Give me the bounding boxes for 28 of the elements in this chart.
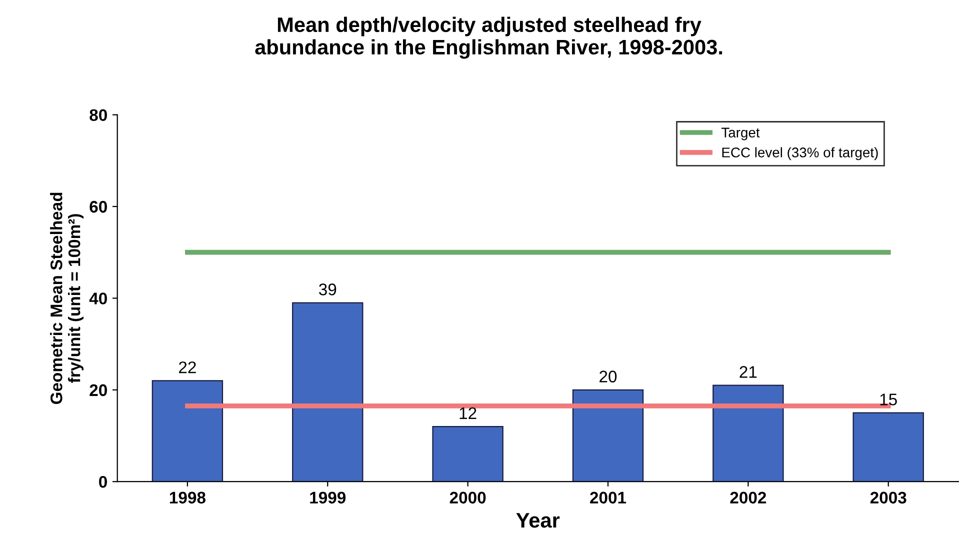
bar — [432, 426, 504, 482]
y-tick-label: 60 — [90, 200, 107, 213]
data-label: 22 — [179, 361, 196, 374]
y-tick-label: 40 — [89, 292, 107, 304]
x-tick-label: 1999 — [310, 492, 346, 504]
x-tick-label: 2002 — [730, 492, 766, 504]
legend-label: ECC level (33% of target) — [722, 147, 878, 160]
bar — [852, 412, 924, 482]
data-label: 39 — [318, 284, 336, 296]
y-tick-label: 0 — [99, 476, 107, 488]
bar — [712, 384, 784, 482]
x-tick-label: 2000 — [450, 492, 486, 504]
data-label: 15 — [880, 394, 897, 406]
x-tick-label: 2001 — [590, 492, 626, 504]
y-axis-title: Geometric Mean Steelhead fry/unit (unit = 100m²) — [50, 192, 84, 404]
x-tick-label: 1998 — [170, 492, 206, 504]
data-label: 20 — [600, 370, 617, 382]
x-tick-label: 2003 — [870, 492, 906, 504]
bar — [152, 380, 224, 482]
data-label: 12 — [460, 407, 476, 419]
y-tick-label: 80 — [90, 109, 107, 122]
chart-title: Mean depth/velocity adjusted steelhead fry abundance in the Englishman River, 1998-2003. — [255, 16, 722, 59]
x-axis-title: Year — [516, 513, 560, 528]
bar — [292, 302, 364, 482]
legend-label: Target — [722, 128, 760, 140]
data-label: 21 — [740, 366, 757, 378]
bar — [572, 389, 644, 482]
y-tick-label: 20 — [90, 384, 107, 396]
